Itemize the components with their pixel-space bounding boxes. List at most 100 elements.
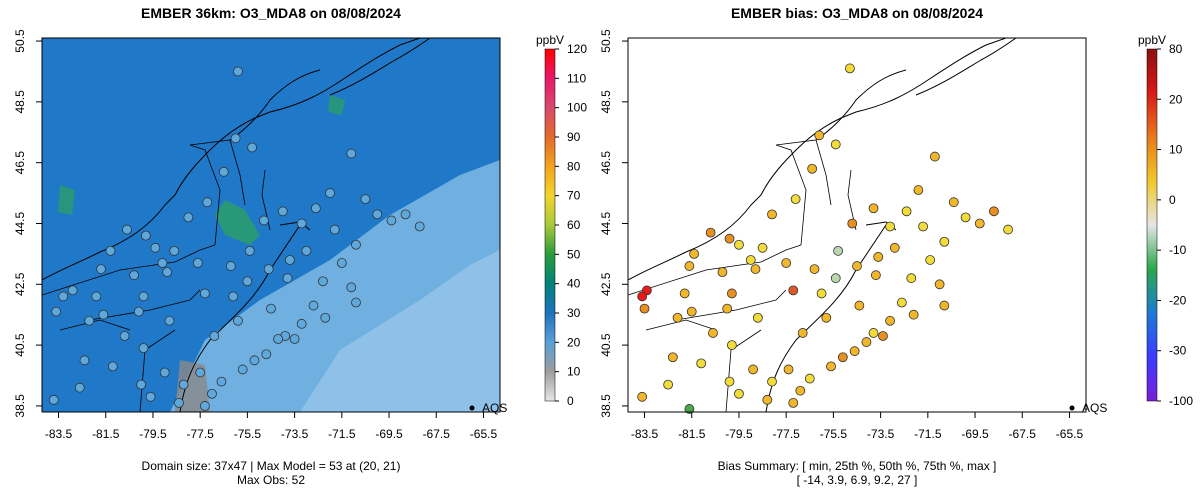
panel1-x-tick-label: -81.5: [92, 427, 120, 441]
aqs-site-marker: [48, 394, 59, 405]
aqs-site-marker: [689, 248, 700, 259]
aqs-site-marker: [207, 388, 217, 399]
aqs-site-marker: [320, 312, 331, 323]
panel2-x-tick-label: -69.5: [961, 427, 989, 441]
aqs-site-marker: [833, 245, 844, 256]
panel1-legend-dot: [469, 405, 475, 411]
aqs-site-marker: [679, 288, 690, 299]
aqs-site-marker: [939, 300, 950, 311]
aqs-site-marker: [821, 312, 832, 323]
aqs-site-marker: [854, 300, 865, 311]
panel1-colorbar-tick-label: 30: [567, 306, 581, 320]
aqs-site-marker: [939, 236, 950, 247]
panel2-y-tick-label: 48.5: [599, 90, 613, 114]
panel1-x-tick-label: -79.5: [139, 427, 167, 441]
panel2-x-tick-label: -81.5: [678, 427, 706, 441]
panel1-colorbar-tick-label: 40: [567, 277, 581, 291]
aqs-site-marker: [913, 185, 924, 195]
panel2-colorbar-tick-label: 0: [1169, 193, 1176, 207]
aqs-site-marker: [192, 258, 203, 268]
aqs-site-marker: [734, 388, 744, 399]
aqs-site-marker: [684, 404, 695, 414]
panel2-colorbar-tick-label: 10: [1169, 143, 1183, 157]
aqs-site-marker: [816, 288, 827, 299]
aqs-site-marker: [717, 267, 728, 278]
panel2-background: [628, 38, 1086, 412]
aqs-site-marker: [934, 279, 945, 290]
aqs-site-marker: [724, 233, 735, 244]
aqs-site-marker: [925, 255, 936, 265]
aqs-site-marker: [745, 255, 756, 265]
aqs-site-marker: [329, 224, 340, 235]
aqs-site-marker: [807, 163, 818, 174]
panel1-colorbar-tick-label: 60: [567, 218, 581, 232]
panel2-y-tick-label: 40.5: [599, 333, 613, 357]
aqs-site-marker: [277, 206, 288, 217]
aqs-site-marker: [351, 297, 361, 308]
aqs-site-marker: [58, 291, 69, 302]
panel2-colorbar-ramp: [1146, 48, 1158, 402]
aqs-site-marker: [263, 264, 274, 274]
panel2-summary-line2: [ -14, 3.9, 6.9, 9.2, 27 ]: [797, 473, 918, 487]
panel1-colorbar-unit: ppbV: [536, 33, 564, 47]
panel1-x-axis: -83.5 -81.5 -79.5 -77.5 -75.5 -73.5 -71.5 -69.5…: [45, 412, 498, 441]
aqs-site-marker: [684, 261, 695, 271]
aqs-site-marker: [346, 282, 357, 293]
aqs-site-marker: [762, 394, 773, 405]
aqs-site-marker: [781, 258, 792, 268]
aqs-site-marker: [91, 291, 102, 302]
panel2-x-axis: -83.5 -81.5 -79.5 -77.5 -75.5 -73.5 -71.5 -69.5…: [631, 412, 1083, 441]
panel1-y-tick-label: 40.5: [13, 333, 27, 357]
aqs-site-marker: [847, 218, 858, 229]
aqs-site-marker: [282, 273, 293, 284]
aqs-site-marker: [788, 397, 799, 408]
panel1-x-tick-label: -73.5: [281, 427, 309, 441]
aqs-site-marker: [696, 358, 707, 369]
aqs-site-marker: [686, 306, 697, 317]
panel1-colorbar-ramp: [544, 48, 556, 402]
panel1-colorbar: ppbV 0 10 20 30 40 50 60 70 80 90 100 110 120: [536, 33, 587, 408]
panel1-map: [42, 38, 500, 412]
panel1-legend-label: AQS: [482, 401, 507, 415]
panel-model: EMBER 36km: O3_MDA8 on 08/08/2024: [13, 5, 587, 487]
panel1-y-tick-label: 50.5: [13, 29, 27, 53]
panel2-summary-line1: Bias Summary: [ min, 25th %, 50th %, 75t…: [718, 459, 997, 473]
aqs-site-marker: [237, 364, 248, 375]
aqs-site-marker: [852, 261, 862, 271]
aqs-site-marker: [750, 264, 761, 274]
panel1-y-tick-label: 48.5: [13, 90, 27, 114]
panel2-y-tick-label: 46.5: [599, 151, 613, 175]
panel2-legend: AQS: [1069, 401, 1107, 415]
aqs-site-marker: [225, 261, 236, 271]
aqs-site-marker: [209, 331, 220, 341]
panel1-title: EMBER 36km: O3_MDA8 on 08/08/2024: [141, 5, 401, 21]
aqs-site-marker: [726, 340, 737, 351]
panel1-colorbar-tick-label: 10: [567, 365, 581, 379]
aqs-site-marker: [140, 230, 151, 241]
aqs-site-marker: [663, 379, 674, 390]
aqs-site-marker: [202, 197, 213, 208]
panel2-colorbar-tick-label: 20: [1169, 92, 1183, 106]
panel2-x-tick-label: -67.5: [1009, 427, 1037, 441]
panel1-x-tick-label: -83.5: [45, 427, 73, 441]
aqs-site-marker: [705, 227, 716, 238]
aqs-site-marker: [814, 130, 825, 141]
panel1-y-axis: 38.5 40.5 42.5 44.5 46.5 48.5 50.5: [13, 29, 42, 418]
aqs-site-marker: [233, 66, 243, 77]
offshore-lowest-ozone: [300, 250, 500, 412]
aqs-site-marker: [748, 364, 759, 375]
aqs-site-marker: [873, 252, 884, 262]
panel2-plot-frame: [627, 37, 1087, 413]
panel1-x-tick-label: -65.5: [470, 427, 498, 441]
panel1-x-tick-label: -77.5: [186, 427, 214, 441]
panel2-x-tick-label: -75.5: [820, 427, 848, 441]
panel1-summary-line1: Domain size: 37x47 | Max Model = 53 at (…: [142, 459, 401, 473]
panel1-colorbar-ticks: 0 10 20 30 40 50 60 70 80 90 100 110 120: [555, 42, 587, 408]
panel2-y-tick-label: 38.5: [599, 394, 613, 418]
aqs-site-marker: [908, 309, 919, 320]
panel-bias: EMBER bias: O3_MDA8 on 08/08/2024: [599, 5, 1193, 487]
aqs-site-marker: [247, 142, 258, 153]
aqs-site-marker: [162, 267, 173, 278]
panel1-colorbar-tick-label: 100: [567, 101, 587, 115]
aqs-site-marker: [145, 391, 156, 402]
